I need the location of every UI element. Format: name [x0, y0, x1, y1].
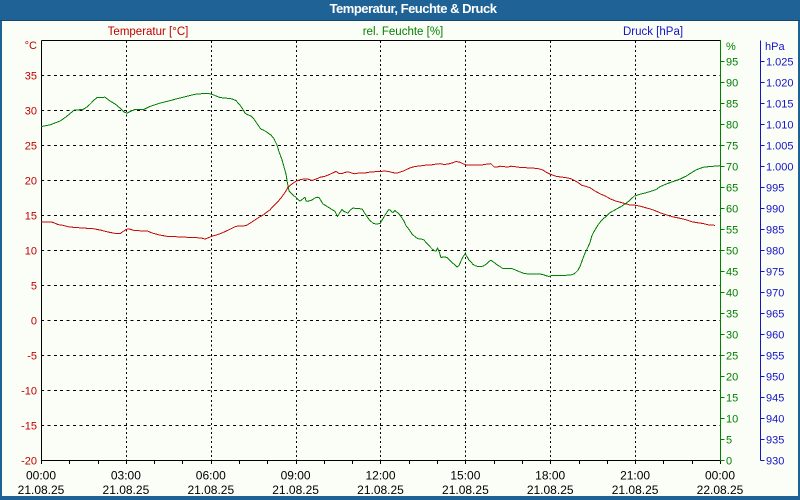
svg-text:21.08.25: 21.08.25: [187, 483, 234, 497]
svg-text:15:00: 15:00: [450, 469, 480, 483]
svg-text:55: 55: [726, 225, 738, 237]
svg-text:65: 65: [726, 183, 738, 195]
svg-text:00:00: 00:00: [26, 469, 56, 483]
svg-text:955: 955: [766, 351, 784, 363]
svg-text:°C: °C: [25, 40, 37, 52]
svg-text:30: 30: [25, 106, 37, 118]
svg-text:1.005: 1.005: [766, 141, 794, 153]
svg-text:-5: -5: [27, 351, 37, 363]
svg-text:18:00: 18:00: [535, 469, 565, 483]
svg-text:1.000: 1.000: [766, 162, 794, 174]
svg-text:0: 0: [726, 456, 732, 468]
svg-text:rel. Feuchte [%]: rel. Feuchte [%]: [363, 26, 444, 38]
svg-text:-15: -15: [21, 421, 37, 433]
svg-text:75: 75: [726, 141, 738, 153]
svg-text:950: 950: [766, 372, 784, 384]
svg-text:1.020: 1.020: [766, 78, 794, 90]
svg-text:975: 975: [766, 267, 784, 279]
svg-text:21.08.25: 21.08.25: [612, 483, 659, 497]
svg-text:930: 930: [766, 456, 784, 468]
svg-text:70: 70: [726, 162, 738, 174]
svg-text:80: 80: [726, 120, 738, 132]
svg-text:30: 30: [726, 330, 738, 342]
svg-text:95: 95: [726, 57, 738, 69]
svg-text:0: 0: [31, 316, 37, 328]
svg-text:980: 980: [766, 246, 784, 258]
svg-text:21.08.25: 21.08.25: [442, 483, 489, 497]
svg-text:965: 965: [766, 309, 784, 321]
svg-text:hPa: hPa: [765, 41, 785, 53]
svg-text:60: 60: [726, 204, 738, 216]
svg-text:Temperatur [°C]: Temperatur [°C]: [108, 26, 189, 38]
svg-text:995: 995: [766, 183, 784, 195]
svg-text:970: 970: [766, 288, 784, 300]
svg-text:21:00: 21:00: [620, 469, 650, 483]
svg-text:21.08.25: 21.08.25: [18, 483, 65, 497]
svg-text:25: 25: [25, 141, 37, 153]
svg-text:21.08.25: 21.08.25: [357, 483, 404, 497]
svg-text:960: 960: [766, 330, 784, 342]
svg-text:985: 985: [766, 225, 784, 237]
svg-text:990: 990: [766, 204, 784, 216]
svg-text:22.08.25: 22.08.25: [697, 483, 744, 497]
svg-text:35: 35: [25, 71, 37, 83]
svg-text:5: 5: [726, 435, 732, 447]
svg-text:945: 945: [766, 393, 784, 405]
svg-text:85: 85: [726, 99, 738, 111]
svg-text:21.08.25: 21.08.25: [272, 483, 319, 497]
svg-text:935: 935: [766, 435, 784, 447]
svg-text:09:00: 09:00: [281, 469, 311, 483]
svg-text:15: 15: [726, 393, 738, 405]
svg-text:%: %: [726, 41, 736, 53]
svg-text:45: 45: [726, 267, 738, 279]
svg-text:25: 25: [726, 351, 738, 363]
svg-text:06:00: 06:00: [196, 469, 226, 483]
svg-text:21.08.25: 21.08.25: [527, 483, 574, 497]
svg-text:90: 90: [726, 78, 738, 90]
svg-text:1.015: 1.015: [766, 99, 794, 111]
svg-text:12:00: 12:00: [365, 469, 395, 483]
svg-text:35: 35: [726, 309, 738, 321]
svg-text:10: 10: [726, 414, 738, 426]
svg-text:-10: -10: [21, 386, 37, 398]
svg-text:03:00: 03:00: [111, 469, 141, 483]
svg-text:15: 15: [25, 211, 37, 223]
svg-text:-20: -20: [21, 456, 37, 468]
svg-text:40: 40: [726, 288, 738, 300]
svg-text:00:00: 00:00: [705, 469, 735, 483]
svg-text:50: 50: [726, 246, 738, 258]
svg-text:940: 940: [766, 414, 784, 426]
svg-text:5: 5: [31, 281, 37, 293]
svg-text:10: 10: [25, 246, 37, 258]
svg-text:1.010: 1.010: [766, 120, 794, 132]
svg-text:1.025: 1.025: [766, 57, 794, 69]
svg-text:20: 20: [726, 372, 738, 384]
svg-text:21.08.25: 21.08.25: [103, 483, 150, 497]
svg-text:20: 20: [25, 176, 37, 188]
svg-text:Druck [hPa]: Druck [hPa]: [623, 26, 683, 38]
